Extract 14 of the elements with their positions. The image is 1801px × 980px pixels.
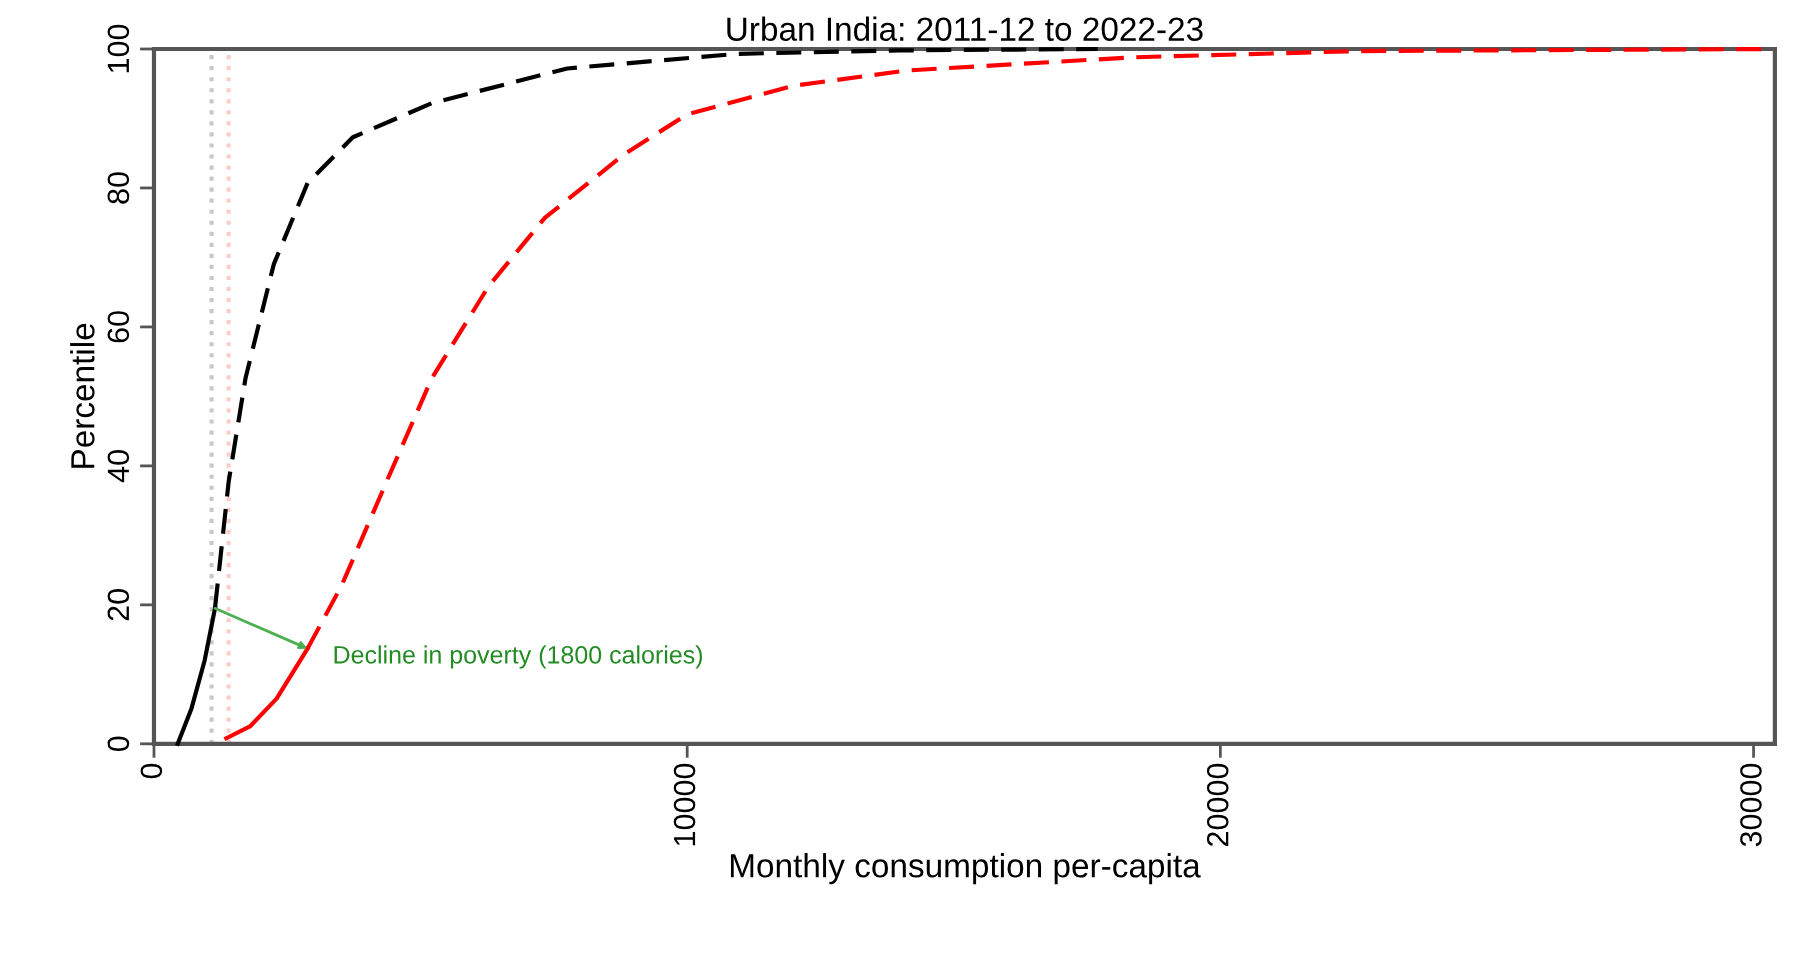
y-tick-label: 40 xyxy=(107,450,130,483)
y-tick-label: 60 xyxy=(107,311,130,343)
y-axis-title: Percentile xyxy=(70,323,95,468)
y-tick-label: 80 xyxy=(107,172,130,204)
x-tick-label: 20000 xyxy=(1206,763,1229,846)
x-tick-label: 30000 xyxy=(1740,763,1762,847)
y-tick-label: 20 xyxy=(107,589,130,621)
x-tick-label: 0 xyxy=(140,763,163,779)
y-tick-label: 0 xyxy=(107,736,130,752)
annotation: Decline in poverty (1800 calories) xyxy=(334,645,702,669)
chart-title: Urban India: 2011-12 to 2022-23 xyxy=(727,16,1203,41)
x-tick-label: 10000 xyxy=(673,763,696,846)
y-tick-label: 100 xyxy=(107,24,130,73)
x-axis-title: Monthly consumption per-capita xyxy=(730,853,1201,885)
